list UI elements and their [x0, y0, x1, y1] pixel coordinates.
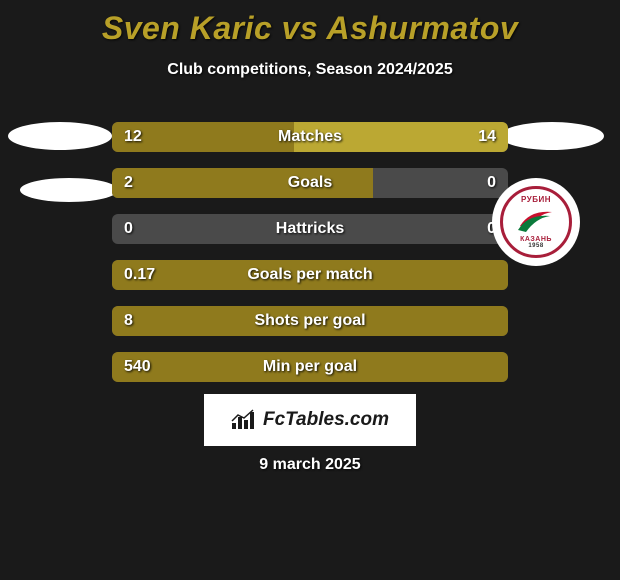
- stat-row: 12 14 Matches: [112, 122, 508, 152]
- stat-value-right: 0: [487, 174, 496, 192]
- decorative-oval: [20, 178, 118, 202]
- stat-row: 0.17 Goals per match: [112, 260, 508, 290]
- crest-bottom-text: КАЗАНЬ: [520, 236, 552, 243]
- stat-label: Shots per goal: [254, 312, 365, 330]
- stat-label: Goals per match: [247, 266, 372, 284]
- stat-row: 2 0 Goals: [112, 168, 508, 198]
- stat-value-left: 540: [124, 358, 151, 376]
- bar-chart-icon: [231, 409, 257, 431]
- decorative-oval: [500, 122, 604, 150]
- stat-value-left: 8: [124, 312, 133, 330]
- stat-label: Matches: [278, 128, 342, 146]
- stat-row: 540 Min per goal: [112, 352, 508, 382]
- decorative-oval: [8, 122, 112, 150]
- stat-value-right: 14: [478, 128, 496, 146]
- stat-row: 8 Shots per goal: [112, 306, 508, 336]
- stat-label: Hattricks: [276, 220, 344, 238]
- date-label: 9 march 2025: [259, 456, 360, 474]
- crest-swoosh-icon: [516, 206, 556, 234]
- page-subtitle: Club competitions, Season 2024/2025: [0, 61, 620, 79]
- stat-label: Min per goal: [263, 358, 357, 376]
- stat-value-left: 0.17: [124, 266, 155, 284]
- stat-value-left: 0: [124, 220, 133, 238]
- stat-value-left: 12: [124, 128, 142, 146]
- crest-top-text: РУБИН: [521, 195, 551, 204]
- crest-year: 1958: [528, 243, 543, 249]
- page-title: Sven Karic vs Ashurmatov: [0, 0, 620, 47]
- branding-badge: FcTables.com: [204, 394, 416, 446]
- branding-text: FcTables.com: [263, 409, 389, 431]
- team-crest-rubin: РУБИН КАЗАНЬ 1958: [492, 178, 580, 266]
- stat-label: Goals: [288, 174, 332, 192]
- stat-row: 00Hattricks: [112, 214, 508, 244]
- stat-value-left: 2: [124, 174, 133, 192]
- comparison-chart: 1214Matches20Goals00Hattricks0.17Goals p…: [112, 122, 508, 398]
- stat-bar-left: [112, 168, 373, 198]
